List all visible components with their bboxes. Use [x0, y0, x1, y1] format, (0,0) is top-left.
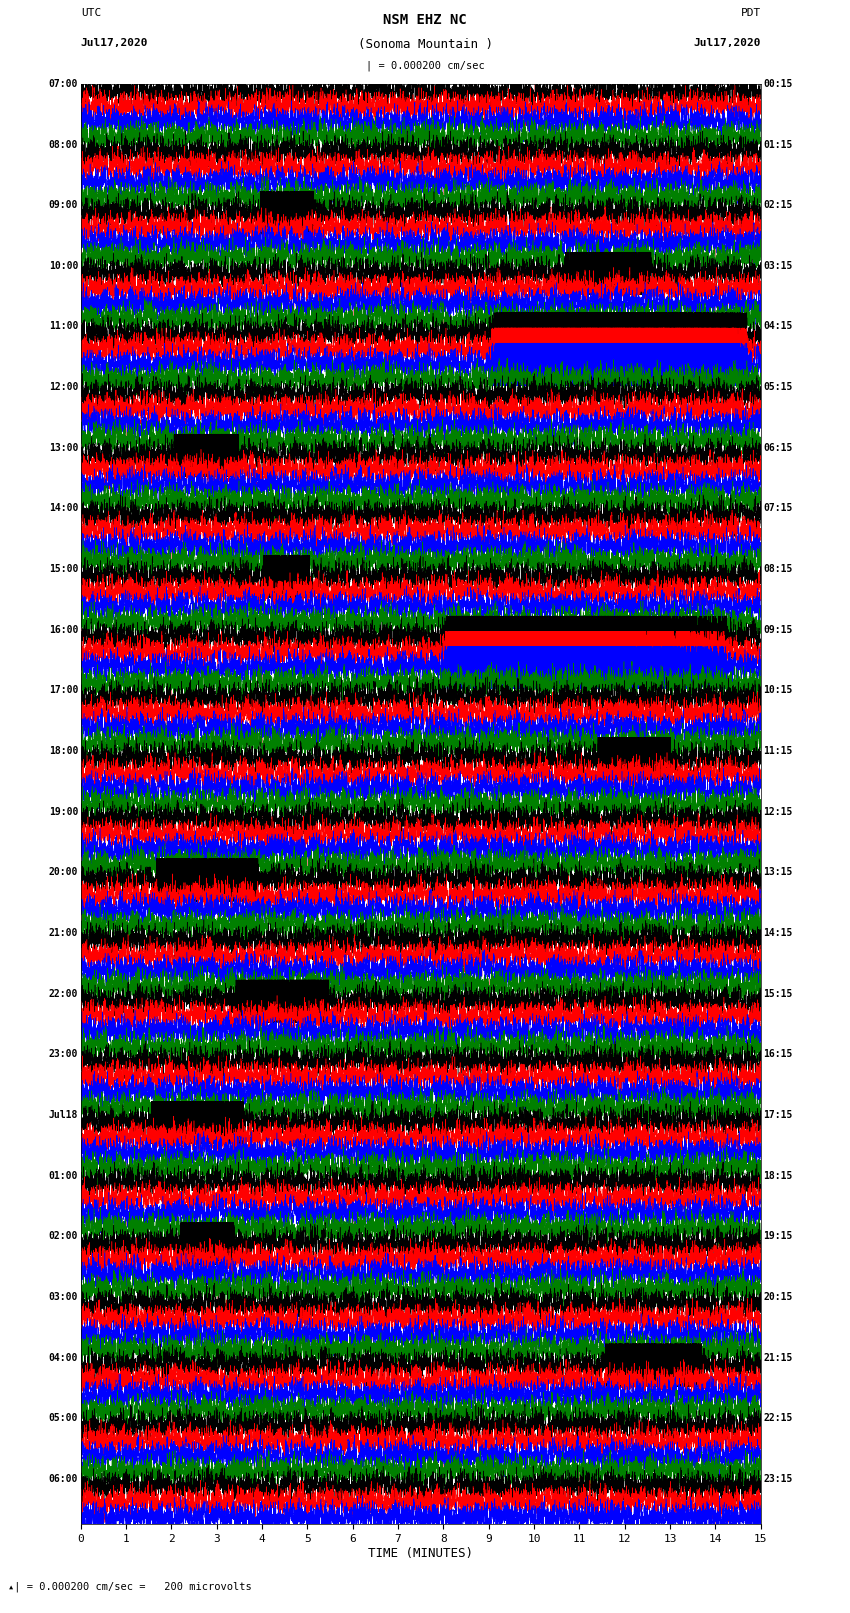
Text: 05:00: 05:00: [48, 1413, 78, 1423]
Text: 09:15: 09:15: [763, 624, 793, 634]
Text: 04:00: 04:00: [48, 1353, 78, 1363]
Text: 15:15: 15:15: [763, 989, 793, 998]
Text: 21:00: 21:00: [48, 927, 78, 937]
Text: Jul17,2020: Jul17,2020: [694, 37, 761, 48]
Text: 03:00: 03:00: [48, 1292, 78, 1302]
Text: 12:15: 12:15: [763, 806, 793, 816]
Text: 22:15: 22:15: [763, 1413, 793, 1423]
Text: 18:15: 18:15: [763, 1171, 793, 1181]
Text: 17:15: 17:15: [763, 1110, 793, 1119]
Text: 06:00: 06:00: [48, 1474, 78, 1484]
Text: 19:00: 19:00: [48, 806, 78, 816]
Text: ▴| = 0.000200 cm/sec =   200 microvolts: ▴| = 0.000200 cm/sec = 200 microvolts: [8, 1581, 252, 1592]
Text: 05:15: 05:15: [763, 382, 793, 392]
Text: 11:00: 11:00: [48, 321, 78, 331]
Text: 00:15: 00:15: [763, 79, 793, 89]
Text: 07:00: 07:00: [48, 79, 78, 89]
Text: 10:00: 10:00: [48, 261, 78, 271]
Text: 19:15: 19:15: [763, 1231, 793, 1240]
Text: 07:15: 07:15: [763, 503, 793, 513]
Text: 16:15: 16:15: [763, 1050, 793, 1060]
Text: 04:15: 04:15: [763, 321, 793, 331]
Text: (Sonoma Mountain ): (Sonoma Mountain ): [358, 37, 492, 50]
Text: 14:15: 14:15: [763, 927, 793, 937]
Text: 20:15: 20:15: [763, 1292, 793, 1302]
Text: 20:00: 20:00: [48, 868, 78, 877]
Text: 08:15: 08:15: [763, 565, 793, 574]
Text: 22:00: 22:00: [48, 989, 78, 998]
Text: 14:00: 14:00: [48, 503, 78, 513]
Text: 09:00: 09:00: [48, 200, 78, 210]
Text: 06:15: 06:15: [763, 444, 793, 453]
Text: 13:15: 13:15: [763, 868, 793, 877]
Text: 01:15: 01:15: [763, 140, 793, 150]
Text: Jul18: Jul18: [48, 1110, 78, 1119]
Text: 23:15: 23:15: [763, 1474, 793, 1484]
Text: NSM EHZ NC: NSM EHZ NC: [383, 13, 467, 26]
X-axis label: TIME (MINUTES): TIME (MINUTES): [368, 1547, 473, 1560]
Text: 16:00: 16:00: [48, 624, 78, 634]
Text: 01:00: 01:00: [48, 1171, 78, 1181]
Text: UTC: UTC: [81, 8, 101, 18]
Text: 23:00: 23:00: [48, 1050, 78, 1060]
Text: 03:15: 03:15: [763, 261, 793, 271]
Text: | = 0.000200 cm/sec: | = 0.000200 cm/sec: [366, 60, 484, 71]
Text: 02:15: 02:15: [763, 200, 793, 210]
Text: 17:00: 17:00: [48, 686, 78, 695]
Text: 11:15: 11:15: [763, 747, 793, 756]
Text: 10:15: 10:15: [763, 686, 793, 695]
Text: 02:00: 02:00: [48, 1231, 78, 1240]
Text: Jul17,2020: Jul17,2020: [81, 37, 148, 48]
Text: 08:00: 08:00: [48, 140, 78, 150]
Text: PDT: PDT: [740, 8, 761, 18]
Text: 12:00: 12:00: [48, 382, 78, 392]
Text: 15:00: 15:00: [48, 565, 78, 574]
Text: 18:00: 18:00: [48, 747, 78, 756]
Text: 13:00: 13:00: [48, 444, 78, 453]
Text: 21:15: 21:15: [763, 1353, 793, 1363]
